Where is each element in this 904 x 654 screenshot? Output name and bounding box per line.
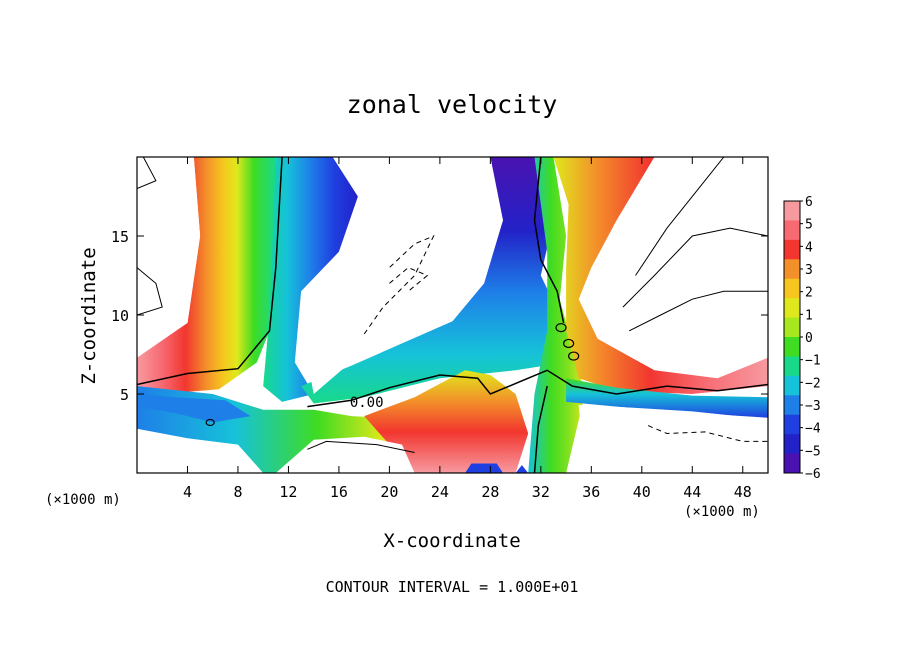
colorbar-swatch <box>784 395 800 416</box>
colorbar-swatch <box>784 239 800 260</box>
contour-topleft <box>137 157 157 190</box>
x-tick-label: 12 <box>279 483 297 501</box>
zero-contour-ring <box>568 351 580 361</box>
lower-centre-warm <box>364 370 529 473</box>
contour-right-2 <box>628 290 768 332</box>
contour-label: 0.00 <box>350 395 384 411</box>
colorbar-swatch <box>784 356 800 377</box>
colorbar-swatch <box>784 434 800 455</box>
y-tick-label: 10 <box>111 307 129 325</box>
contour-right-1 <box>622 227 768 308</box>
x-tick-label: 8 <box>233 483 242 501</box>
dashed-contour-2 <box>389 267 429 292</box>
x-unit-right: (×1000 m) <box>684 504 760 520</box>
colorbar-tick-label: 6 <box>805 195 813 210</box>
x-axis: 4 8 12 16 20 24 28 32 36 40 44 48 <box>183 157 752 501</box>
colorbar-tick-label: 2 <box>805 286 813 301</box>
lower-right-calm <box>578 405 768 473</box>
x-tick-label: 20 <box>380 483 398 501</box>
upper-right-calm <box>585 157 768 374</box>
colorbar-tick-label: 1 <box>805 308 813 323</box>
upper-centre-calm <box>304 157 503 394</box>
contour-lines: 0.00 <box>137 157 768 473</box>
colorbar-swatch <box>784 414 800 435</box>
colorbar-tick-label: −1 <box>805 354 821 369</box>
y-axis: 5 10 15 <box>111 228 768 404</box>
colorbar-swatch <box>784 298 800 319</box>
plume-right-warm <box>553 157 768 394</box>
colorbar-swatch <box>784 317 800 338</box>
colorbar-swatch <box>784 375 800 396</box>
x-tick-label: 44 <box>683 483 701 501</box>
colorbar-swatch <box>784 259 800 280</box>
zero-contour-ring <box>563 338 575 349</box>
x-tick-label: 16 <box>330 483 348 501</box>
colorbar-swatch <box>784 337 800 357</box>
x-tick-label: 28 <box>481 483 499 501</box>
diagonal-cold-ridge <box>301 157 567 404</box>
contour-right-3 <box>635 157 725 276</box>
colorbar-swatch <box>784 453 800 474</box>
colorbar-swatch <box>784 278 800 299</box>
zero-contour-lower <box>533 385 548 473</box>
lower-centre-calm <box>275 436 415 473</box>
right-low-cold-band <box>566 378 768 418</box>
x-tick-label: 36 <box>582 483 600 501</box>
lower-left-white <box>137 428 264 473</box>
colorbar-tick-label: −6 <box>805 467 821 482</box>
zero-contour-centre <box>533 157 565 324</box>
x-tick-label: 4 <box>183 483 192 501</box>
plume-left-cold <box>263 157 358 402</box>
colorbar-tick-label: −2 <box>805 376 821 391</box>
upper-left-calm <box>137 157 201 357</box>
bottom-blue-patch-1 <box>465 463 503 473</box>
chart-title: zonal velocity <box>347 90 558 119</box>
colorbar-swatch <box>784 220 800 241</box>
colorbar-tick-label: 4 <box>805 240 813 255</box>
contour-lower <box>307 440 415 453</box>
contour-interval-note: CONTOUR INTERVAL = 1.000E+01 <box>326 578 579 596</box>
colorbar-tick-label: −3 <box>805 399 821 414</box>
zero-contour-ring <box>205 418 215 427</box>
x-axis-label: X-coordinate <box>383 530 520 552</box>
contour-left <box>137 267 163 316</box>
lower-left-blue-streak <box>137 394 251 423</box>
colorbar-tick-label: 0 <box>805 331 813 346</box>
plume-left-warm <box>137 157 276 394</box>
x-tick-label: 48 <box>734 483 752 501</box>
velocity-field <box>137 157 768 473</box>
y-tick-label: 15 <box>111 228 129 246</box>
x-unit-left: (×1000 m) <box>45 492 121 508</box>
colorbar-tick-label: 3 <box>805 263 813 278</box>
zero-contour-ring <box>555 323 567 333</box>
colorbar-swatch <box>784 201 800 221</box>
dashed-contour-3 <box>647 425 768 442</box>
zero-contour-main <box>307 369 768 408</box>
x-tick-label: 32 <box>532 483 550 501</box>
y-axis-label: Z-coordinate <box>78 247 100 384</box>
colorbar: 6 5 4 3 2 1 0 −1 −2 −3 −4 −5 −6 <box>783 195 821 482</box>
dashed-contour-1 <box>363 235 435 335</box>
colorbar-tick-label: −5 <box>805 444 821 459</box>
x-tick-label: 40 <box>633 483 651 501</box>
zero-contour-left <box>137 157 283 386</box>
colorbar-tick-label: 5 <box>805 218 813 233</box>
colorbar-tick-label: −4 <box>805 422 821 437</box>
y-tick-label: 5 <box>120 386 129 404</box>
bottom-blue-patch-3 <box>515 465 529 473</box>
x-tick-label: 24 <box>431 483 449 501</box>
